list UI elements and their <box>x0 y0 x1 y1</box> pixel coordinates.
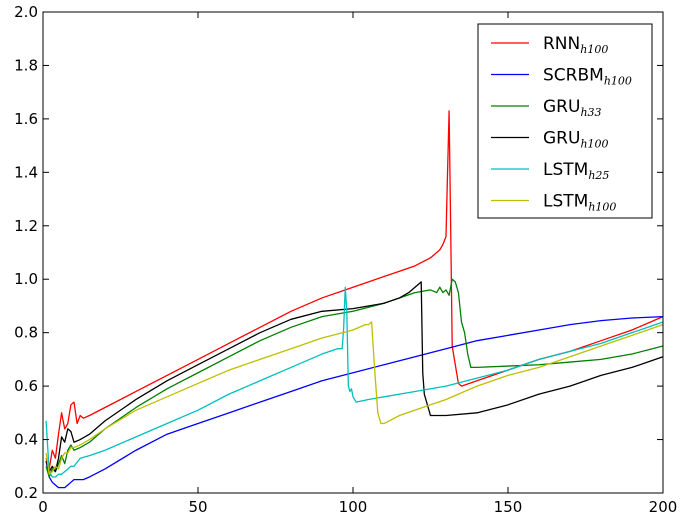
y-tick-label: 0.4 <box>14 431 38 449</box>
legend-label-base: GRU <box>543 129 580 149</box>
series-line-scrbm-h100 <box>45 315 664 489</box>
y-tick-label: 1.0 <box>14 270 38 288</box>
y-tick-label: 1.6 <box>14 110 38 128</box>
legend-label-base: LSTM <box>543 160 588 180</box>
legend-label-subscript: h33 <box>580 106 601 119</box>
y-tick-label: 0.8 <box>14 324 38 342</box>
legend-label-base: RNN <box>543 34 580 54</box>
y-tick-label: 1.4 <box>14 163 38 181</box>
y-tick-label: 1.8 <box>14 56 38 74</box>
series-line-gru-h100 <box>45 281 664 473</box>
x-tick-label: 200 <box>649 498 678 516</box>
x-tick-label: 150 <box>494 498 523 516</box>
legend-label-subscript: h100 <box>588 201 616 214</box>
legend-label-subscript: h100 <box>580 138 608 151</box>
legend-label-base: SCRBM <box>543 66 604 86</box>
ticks-layer: 0 50 100 150 200 0.2 0.4 0.6 0.8 1.0 1.2 1.4 1.6 1.8 2… <box>14 3 677 516</box>
y-tick-label: 0.2 <box>14 484 38 502</box>
series-layer <box>45 110 664 489</box>
legend-box <box>477 23 653 219</box>
y-tick-label: 0.6 <box>14 377 38 395</box>
legend-label-subscript: h100 <box>604 75 632 88</box>
x-tick-label: 100 <box>339 498 368 516</box>
y-tick-label: 2.0 <box>14 3 38 21</box>
legend-label-subscript: h25 <box>588 169 609 182</box>
legend-label: GRUh33 <box>543 97 602 119</box>
legend-label: LSTMh100 <box>543 192 616 214</box>
x-tick-label: 50 <box>188 498 207 516</box>
y-tick-label: 1.2 <box>14 217 38 235</box>
x-tick-label: 0 <box>38 498 48 516</box>
legend-label-subscript: h100 <box>580 43 608 56</box>
legend-label-base: LSTM <box>543 192 588 212</box>
legend-label: SCRBMh100 <box>543 66 632 88</box>
legend-label: GRUh100 <box>543 129 609 151</box>
legend: RNNh100SCRBMh100GRUh33GRUh100LSTMh25LSTM… <box>477 23 653 219</box>
legend-label: RNNh100 <box>543 34 608 56</box>
legend-label-base: GRU <box>543 97 580 117</box>
series-line-rnn-h100 <box>45 110 664 470</box>
series-line-lstm-h100 <box>45 321 664 475</box>
legend-label: LSTMh25 <box>543 160 609 182</box>
series-line-lstm-h25 <box>45 286 664 478</box>
